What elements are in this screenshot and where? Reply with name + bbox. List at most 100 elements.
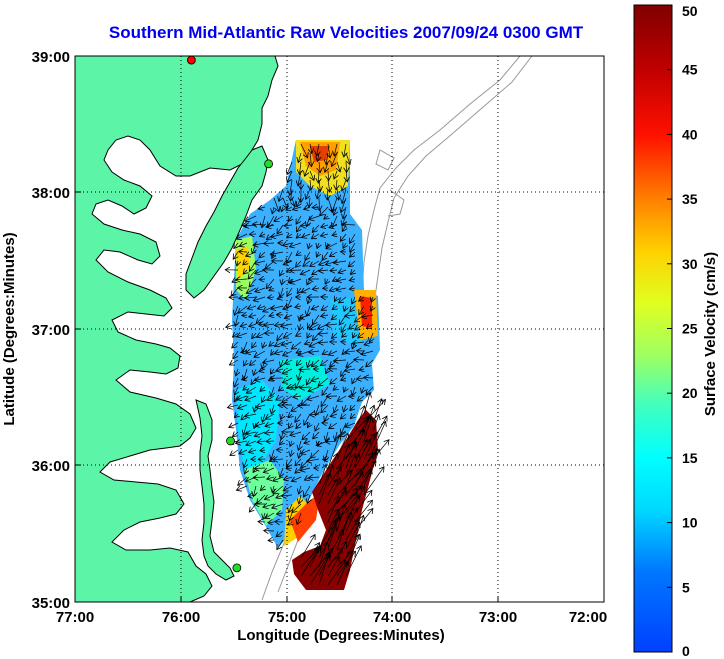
velocity-vector: [318, 552, 330, 586]
velocity-vector: [255, 288, 266, 292]
velocity-vector: [290, 278, 302, 283]
velocity-vector: [330, 377, 338, 384]
velocity-vector: [309, 351, 320, 353]
velocity-vector: [346, 161, 347, 172]
velocity-vector: [276, 513, 284, 514]
velocity-vector: [227, 405, 239, 408]
velocity-vector: [234, 377, 238, 387]
velocity-vector: [319, 179, 320, 191]
velocity-vector: [266, 278, 275, 289]
velocity-vector: [276, 396, 284, 400]
velocity-vector: [364, 377, 374, 378]
colorbar-label: Surface Velocity (cm/s): [702, 252, 719, 416]
velocity-vector: [344, 143, 346, 157]
velocity-vector: [244, 359, 247, 366]
velocity-vector: [350, 414, 355, 419]
velocity-vector: [329, 225, 338, 228]
velocity-vector: [350, 233, 356, 243]
velocity-vector: [346, 170, 347, 182]
velocity-vector: [273, 477, 284, 481]
velocity-vector: [334, 206, 338, 215]
velocity-vector: [296, 234, 301, 238]
velocity-vector: [353, 333, 355, 338]
velocity-vector: [299, 161, 301, 175]
velocity-vector: [249, 450, 257, 452]
velocity-vector: [299, 494, 301, 504]
velocity-vector: [238, 305, 248, 313]
velocity-vector: [366, 359, 374, 367]
velocity-vector: [304, 441, 311, 444]
velocity-vector: [316, 252, 319, 257]
velocity-vector: [234, 243, 238, 249]
velocity-vector: [327, 491, 347, 514]
velocity-vector: [341, 378, 346, 380]
velocity-vector: [309, 553, 330, 586]
velocity-vector: [310, 179, 311, 190]
velocity-vector: [334, 297, 337, 302]
velocity-vector: [345, 522, 360, 550]
velocity-vector: [336, 279, 347, 281]
velocity-vector: [328, 170, 329, 181]
velocity-vector: [327, 557, 339, 577]
radar-station-marker: [232, 563, 242, 573]
y-tick-label: 35:00: [32, 595, 70, 612]
velocity-vector: [343, 206, 346, 219]
velocity-vector: [284, 225, 293, 226]
velocity-vector: [319, 197, 320, 211]
velocity-vector: [246, 351, 257, 353]
velocity-vector: [371, 297, 373, 302]
velocity-vector: [245, 215, 257, 221]
velocity-vector: [233, 432, 239, 437]
velocity-vector: [361, 386, 364, 393]
velocity-vector: [349, 288, 356, 289]
velocity-vector: [309, 216, 320, 220]
velocity-vector: [330, 270, 338, 271]
radar-station-marker: [226, 436, 235, 446]
velocity-vector: [346, 152, 350, 164]
velocity-vector: [299, 315, 311, 318]
velocity-vector: [310, 260, 320, 267]
x-tick-label: 75:00: [268, 609, 306, 626]
velocity-vector: [345, 315, 356, 316]
mainland: [75, 56, 279, 602]
velocity-vector: [281, 207, 283, 212]
velocity-vector: [354, 406, 365, 433]
velocity-vector: [349, 279, 356, 281]
velocity-vector: [287, 287, 293, 296]
velocity-vector: [307, 333, 310, 338]
colorbar-tick-label: 0: [682, 643, 690, 659]
velocity-vector: [339, 296, 347, 303]
velocity-vector: [350, 270, 355, 275]
velocity-vector: [289, 423, 293, 428]
velocity-vector: [310, 143, 312, 154]
velocity-vector: [277, 224, 284, 234]
velocity-vector: [290, 179, 292, 195]
velocity-vector: [316, 404, 320, 416]
velocity-vector: [262, 395, 265, 402]
velocity-vector: [344, 306, 346, 311]
velocity-vector: [271, 386, 274, 397]
velocity-vector: [234, 386, 238, 395]
velocity-vector: [247, 306, 257, 309]
velocity-vector: [344, 387, 346, 392]
velocity-vector: [300, 535, 315, 559]
y-tick-label: 38:00: [32, 185, 70, 202]
velocity-vector: [293, 207, 302, 210]
velocity-vector: [348, 260, 356, 267]
velocity-vector: [345, 546, 361, 577]
velocity-vector: [363, 432, 378, 460]
radar-stations: [186, 55, 274, 573]
velocity-vector: [318, 333, 329, 334]
velocity-vector: [308, 242, 310, 249]
velocity-vector: [296, 333, 301, 336]
velocity-vector: [332, 306, 337, 310]
velocity-vector: [233, 251, 238, 259]
velocity-vector: [272, 206, 274, 214]
velocity-vector: [273, 485, 284, 494]
velocity-vector: [330, 252, 338, 257]
velocity-vector: [243, 261, 247, 265]
velocity-vector: [311, 306, 320, 310]
velocity-vector: [350, 305, 355, 312]
velocity-vector: [321, 306, 329, 310]
x-axis-label: Longitude (Degrees:Minutes): [237, 627, 445, 644]
